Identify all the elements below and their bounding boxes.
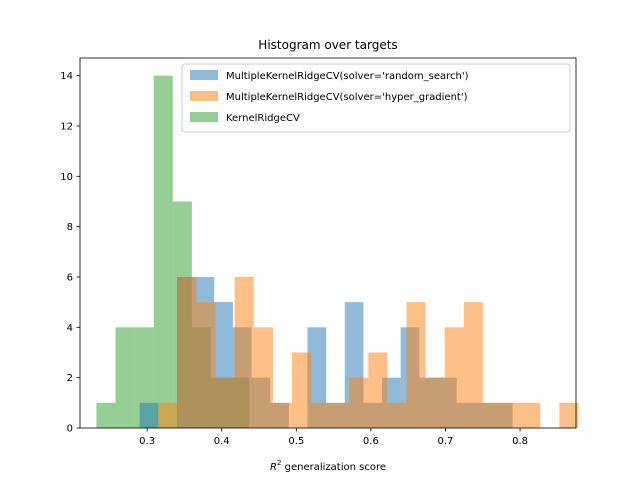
x-tick-label: 0.4 [214,436,230,447]
bar-series-2-bin-15 [444,327,464,428]
y-tick-label: 10 [60,172,73,183]
y-tick-label: 14 [60,71,73,82]
bar-series-2-bin-12 [387,402,407,428]
bar-series-0-bin-1 [115,327,135,428]
x-axis-label-superscript: 2 [277,459,281,467]
legend: MultipleKernelRidgeCV(solver='random_sea… [181,63,571,133]
legend-swatch [190,91,218,101]
bar-series-2-bin-0 [158,402,178,428]
bar-series-2-bin-8 [311,402,331,428]
bars-layer [96,75,579,429]
bar-series-2-bin-13 [406,302,426,428]
x-axis-label: R2 generalization score [270,459,386,473]
x-axis-label-text: generalization score [281,462,386,473]
bar-series-2-bin-9 [330,402,350,428]
legend-label: MultipleKernelRidgeCV(solver='hyper_grad… [226,92,468,103]
y-tick-label: 6 [67,272,73,283]
bar-series-2-bin-18 [502,402,522,428]
bar-series-2-bin-5 [253,327,273,428]
bar-series-0-bin-3 [153,75,173,429]
legend-swatch [190,112,218,122]
bar-series-2-bin-16 [463,302,483,428]
x-tick-label: 0.5 [288,436,304,447]
y-axis-ticks: 0 2 4 6 8 10 12 14 [60,71,80,435]
bar-series-2-bin-17 [482,402,503,428]
y-tick-label: 4 [67,323,73,334]
x-tick-label: 0.7 [438,436,454,447]
bar-series-2-bin-21 [559,402,579,428]
legend-swatch [190,70,218,80]
bar-series-2-bin-14 [425,377,445,428]
legend-frame [181,63,571,133]
y-tick-label: 2 [67,373,73,384]
bar-series-0-bin-0 [96,402,116,428]
x-axis-ticks: 0.3 0.4 0.5 0.6 0.7 0.8 [139,428,528,447]
bar-series-2-bin-10 [349,377,369,428]
chart-title: Histogram over targets [258,38,397,52]
bar-series-2-bin-1 [177,276,197,428]
bar-series-2-bin-7 [291,352,312,428]
x-tick-label: 0.6 [363,436,379,447]
bar-series-2-bin-3 [215,377,235,428]
y-tick-label: 0 [67,424,73,435]
legend-label: KernelRidgeCV [226,113,300,124]
plot-frame [79,57,577,429]
x-axis-label-symbol: R [270,462,277,473]
bar-series-2-bin-2 [196,302,216,428]
legend-label: MultipleKernelRidgeCV(solver='random_sea… [226,71,469,82]
bar-series-2-bin-11 [368,352,388,428]
y-tick-label: 12 [60,121,73,132]
x-tick-label: 0.3 [139,436,155,447]
x-tick-label: 0.8 [512,436,528,447]
bar-series-2-bin-4 [234,276,254,428]
bar-series-2-bin-6 [272,402,292,428]
bar-series-1-bin-0 [139,402,159,428]
bar-series-2-bin-19 [521,402,541,428]
y-tick-label: 8 [67,222,73,233]
